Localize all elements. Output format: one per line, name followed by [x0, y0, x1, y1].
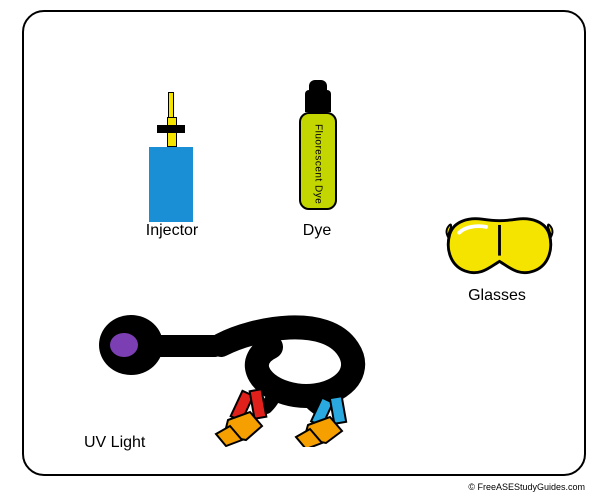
dye-bottle-text-wrap: Fluorescent Dye	[297, 120, 339, 210]
uv-light-icon	[96, 297, 426, 447]
glasses-icon	[442, 212, 557, 282]
dye-cap-top	[309, 80, 327, 90]
diagram-panel: Injector Fluorescent Dye Dye Glasses	[22, 10, 586, 476]
dye-label: Dye	[282, 222, 352, 240]
injector-body	[149, 147, 193, 222]
uv-light-label: UV Light	[84, 434, 184, 452]
dye-graphic: Fluorescent Dye	[297, 80, 341, 210]
glasses-graphic	[442, 212, 557, 282]
footer-credit: © FreeASEStudyGuides.com	[468, 482, 585, 492]
dye-bottle-text: Fluorescent Dye	[313, 124, 324, 204]
injector-label: Injector	[127, 222, 217, 240]
uv-light-graphic	[96, 297, 426, 447]
stage: Injector Fluorescent Dye Dye Glasses	[0, 0, 605, 500]
glasses-label: Glasses	[452, 287, 542, 305]
injector-crossbar	[157, 125, 185, 133]
dye-cap	[305, 90, 331, 112]
injector-graphic	[137, 77, 207, 217]
